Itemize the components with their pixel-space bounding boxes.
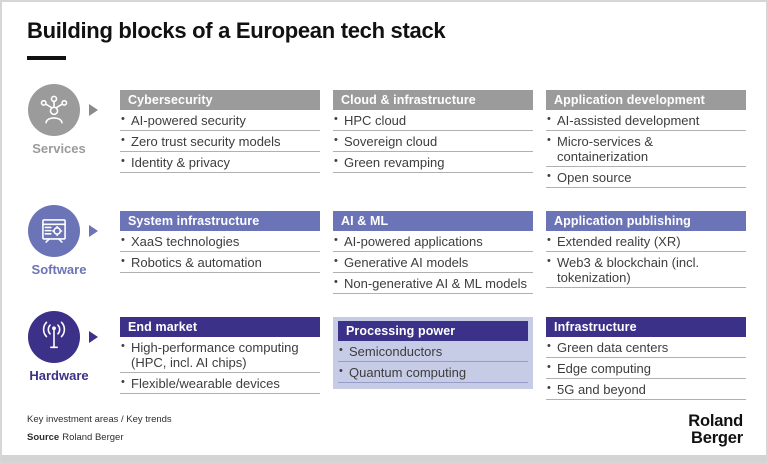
- list-item: Open source: [546, 167, 746, 188]
- row-arrow-icon: [89, 331, 98, 343]
- list-item: Non-generative AI & ML models: [333, 273, 533, 294]
- list-item: Edge computing: [546, 358, 746, 379]
- antenna-broadcast-icon: [28, 311, 80, 363]
- source-line: Source Roland Berger: [27, 432, 123, 443]
- list-item: Sovereign cloud: [333, 131, 533, 152]
- footnote: Key investment areas / Key trends: [27, 414, 172, 425]
- list-item: Green revamping: [333, 152, 533, 173]
- row-arrow-icon: [89, 104, 98, 116]
- list-item: Generative AI models: [333, 252, 533, 273]
- block-title: Cloud & infrastructure: [333, 90, 533, 110]
- block-system-infrastructure: System infrastructure XaaS technologies …: [120, 211, 320, 273]
- block-title: Application development: [546, 90, 746, 110]
- row-hardware-icon-cell: Hardware: [27, 311, 107, 383]
- list-item: Web3 & blockchain (incl. tokenization): [546, 252, 746, 288]
- list-item: AI-powered security: [120, 110, 320, 131]
- roland-berger-logo: Roland Berger: [688, 412, 743, 448]
- block-title: Infrastructure: [546, 317, 746, 337]
- row-services-icon-cell: Services: [27, 84, 107, 156]
- list-item: Flexible/wearable devices: [120, 373, 320, 394]
- list-item: AI-powered applications: [333, 231, 533, 252]
- page-title: Building blocks of a European tech stack: [27, 18, 446, 43]
- people-network-icon: [28, 84, 80, 136]
- block-list: HPC cloud Sovereign cloud Green revampin…: [333, 110, 533, 173]
- block-cloud-infrastructure: Cloud & infrastructure HPC cloud Soverei…: [333, 90, 533, 173]
- block-infrastructure: Infrastructure Green data centers Edge c…: [546, 317, 746, 400]
- list-item: XaaS technologies: [120, 231, 320, 252]
- row-arrow-icon: [89, 225, 98, 237]
- block-application-publishing: Application publishing Extended reality …: [546, 211, 746, 288]
- list-item: Robotics & automation: [120, 252, 320, 273]
- list-item: 5G and beyond: [546, 379, 746, 400]
- logo-line-2: Berger: [691, 429, 743, 448]
- block-list: AI-assisted development Micro-services &…: [546, 110, 746, 188]
- source-label: Source: [27, 432, 60, 443]
- block-processing-power: Processing power Semiconductors Quantum …: [333, 317, 533, 389]
- block-list: XaaS technologies Robotics & automation: [120, 231, 320, 273]
- block-list: Green data centers Edge computing 5G and…: [546, 337, 746, 400]
- block-title: Application publishing: [546, 211, 746, 231]
- block-application-development: Application development AI-assisted deve…: [546, 90, 746, 188]
- list-item: Semiconductors: [338, 341, 528, 362]
- software-window-gear-icon: [28, 205, 80, 257]
- block-list: Extended reality (XR) Web3 & blockchain …: [546, 231, 746, 288]
- source-value: Roland Berger: [62, 432, 124, 443]
- list-item: Zero trust security models: [120, 131, 320, 152]
- block-title: System infrastructure: [120, 211, 320, 231]
- list-item: Identity & privacy: [120, 152, 320, 173]
- list-item: HPC cloud: [333, 110, 533, 131]
- list-item: Micro-services & containerization: [546, 131, 746, 167]
- list-item: AI-assisted development: [546, 110, 746, 131]
- row-label-services: Services: [32, 141, 86, 156]
- block-end-market: End market High-performance computing (H…: [120, 317, 320, 394]
- block-title: AI & ML: [333, 211, 533, 231]
- list-item: Quantum computing: [338, 362, 528, 383]
- logo-line-1: Roland: [688, 412, 743, 430]
- row-label-hardware: Hardware: [29, 368, 89, 383]
- block-ai-ml: AI & ML AI-powered applications Generati…: [333, 211, 533, 294]
- bottom-border-strip: [2, 455, 766, 462]
- row-label-software: Software: [31, 262, 87, 277]
- tech-stack-grid: Services Cybersecurity AI-powered securi…: [27, 84, 746, 400]
- block-title: Processing power: [338, 321, 528, 341]
- block-list: High-performance computing (HPC, incl. A…: [120, 337, 320, 394]
- block-list: AI-powered applications Generative AI mo…: [333, 231, 533, 294]
- title-underline: [27, 56, 66, 60]
- block-list: AI-powered security Zero trust security …: [120, 110, 320, 173]
- block-cybersecurity: Cybersecurity AI-powered security Zero t…: [120, 90, 320, 173]
- list-item: Green data centers: [546, 337, 746, 358]
- list-item: Extended reality (XR): [546, 231, 746, 252]
- row-software-icon-cell: Software: [27, 205, 107, 277]
- block-list: Semiconductors Quantum computing: [338, 341, 528, 383]
- list-item: High-performance computing (HPC, incl. A…: [120, 337, 320, 373]
- block-title: Cybersecurity: [120, 90, 320, 110]
- block-title: End market: [120, 317, 320, 337]
